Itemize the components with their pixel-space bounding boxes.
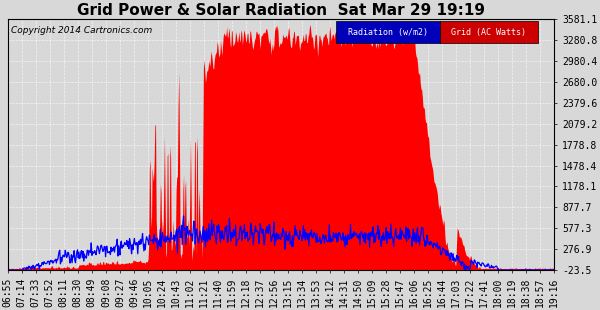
Title: Grid Power & Solar Radiation  Sat Mar 29 19:19: Grid Power & Solar Radiation Sat Mar 29 … [77, 3, 485, 18]
Text: Grid (AC Watts): Grid (AC Watts) [451, 28, 526, 37]
FancyBboxPatch shape [440, 21, 538, 43]
FancyBboxPatch shape [336, 21, 440, 43]
Text: Copyright 2014 Cartronics.com: Copyright 2014 Cartronics.com [11, 26, 152, 35]
Text: Radiation (w/m2): Radiation (w/m2) [347, 28, 428, 37]
